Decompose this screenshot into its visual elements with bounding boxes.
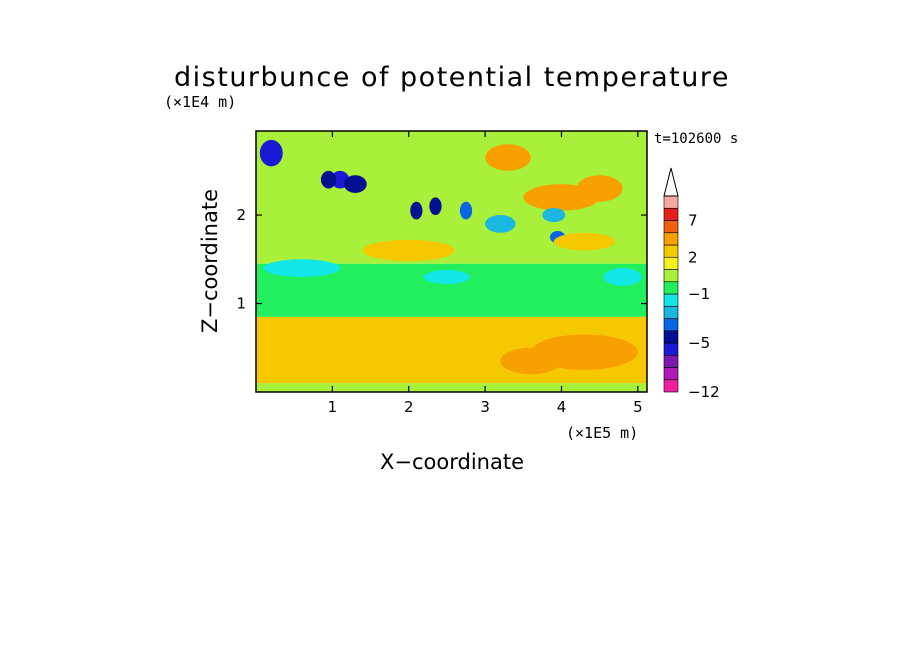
colorbar-segment (663, 244, 679, 258)
x-tick-label: 5 (633, 398, 643, 416)
time-label: t=102600 s (654, 131, 738, 147)
field-blob (410, 201, 423, 220)
colorbar-segment (663, 269, 679, 283)
field-band (256, 383, 647, 392)
field-blob (424, 269, 470, 285)
y-unit-label: (×1E4 m) (164, 93, 236, 111)
field-blob (603, 268, 642, 286)
colorbar-segment (663, 256, 679, 270)
colorbar-tick-label: −5 (688, 334, 710, 352)
colorbar-segment (663, 195, 679, 209)
x-unit-label: (×1E5 m) (566, 424, 638, 442)
field-blob (459, 201, 473, 220)
colorbar-segment (663, 354, 679, 368)
field-blob (542, 207, 566, 223)
field-blob (320, 170, 337, 189)
colorbar-segment (663, 342, 679, 356)
field-blob (576, 175, 623, 202)
colorbar-segment (663, 305, 679, 319)
axes: 1 2 3 4 5 1 2 (236, 130, 648, 416)
colorbar-segment (663, 281, 679, 295)
field-layer (256, 131, 647, 392)
colorbar-segment (663, 293, 679, 307)
field-blob (485, 144, 531, 171)
colorbar-segment (663, 207, 679, 221)
colorbar-tick-label: 2 (688, 248, 698, 266)
field-blob (362, 239, 455, 262)
chart-title: disturbunce of potential temperature (174, 62, 730, 93)
y-axis-label: Z−coordinate (198, 189, 222, 333)
x-tick-label: 2 (404, 398, 414, 416)
colorbar-tick-label: 7 (688, 212, 698, 230)
field-blob (259, 139, 283, 167)
x-tick-label: 4 (557, 398, 567, 416)
plot-frame (255, 130, 648, 393)
colorbar-segment (663, 220, 679, 234)
colorbar-segment (663, 318, 679, 332)
field-blob (553, 232, 615, 251)
x-axis-label: X−coordinate (380, 450, 524, 474)
field-blob (263, 259, 341, 277)
colorbar-tick-label: −1 (688, 285, 710, 303)
colorbar-tick-label: −12 (688, 383, 720, 401)
plot-area (256, 131, 647, 392)
x-tick-label: 1 (328, 398, 338, 416)
y-tick-label: 1 (236, 295, 246, 313)
y-tick-label: 2 (236, 206, 246, 224)
colorbar-segment (663, 379, 679, 393)
field-blob (500, 347, 562, 375)
x-tick-label: 3 (480, 398, 490, 416)
colorbar-extend-arrow (663, 167, 679, 197)
field-blob (343, 175, 367, 193)
colorbar: −12−5−127 (663, 167, 720, 401)
field-blob (429, 197, 442, 216)
colorbar-segment (663, 367, 679, 381)
colorbar-segment (663, 232, 679, 246)
colorbar-segment (663, 330, 679, 344)
field-blob (485, 215, 516, 233)
